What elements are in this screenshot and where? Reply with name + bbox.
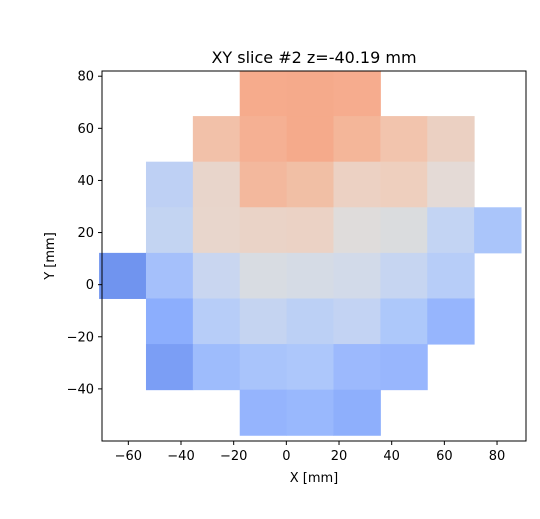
heatmap-cell <box>333 116 381 163</box>
heatmap-cell <box>239 298 288 345</box>
heatmap-cell <box>286 344 334 391</box>
x-tick-label: 60 <box>436 449 453 464</box>
heatmap-cell <box>145 298 194 345</box>
heatmap-cell <box>192 252 241 299</box>
x-tick-label: −60 <box>115 449 142 464</box>
heatmap-cell <box>286 70 334 117</box>
heatmap-cell <box>239 116 288 163</box>
x-tick-label: −40 <box>167 449 194 464</box>
heatmap-cell <box>380 116 428 163</box>
y-tick-label: 80 <box>77 70 94 85</box>
heatmap-cell <box>333 252 381 299</box>
heatmap-cell <box>286 389 334 436</box>
heatmap-cell <box>427 116 475 163</box>
heatmap-cell <box>380 298 428 345</box>
heatmap-cell <box>333 298 381 345</box>
heatmap-cell <box>239 161 288 208</box>
heatmap-cell <box>333 389 381 436</box>
heatmap-cell <box>99 252 147 299</box>
heatmap-cells <box>99 70 522 436</box>
heatmap-cell <box>380 344 428 391</box>
y-axis-label: Y [mm] <box>43 232 58 281</box>
plot-frame <box>101 70 527 442</box>
heatmap-cell <box>333 161 381 208</box>
heatmap-cell <box>239 70 288 117</box>
heatmap-cell <box>192 116 241 163</box>
heatmap-cell <box>380 252 428 299</box>
x-tick-label: 40 <box>383 449 400 464</box>
x-tick-label: −20 <box>220 449 247 464</box>
heatmap-cell <box>286 252 334 299</box>
y-tick-label: 40 <box>77 174 94 189</box>
heatmap-cell <box>192 161 241 208</box>
heatmap-cell <box>286 116 334 163</box>
y-tick-label: 20 <box>77 226 94 241</box>
heatmap-cell <box>192 344 241 391</box>
y-tick-label: −40 <box>67 382 94 397</box>
heatmap-cell <box>427 161 475 208</box>
y-tick-label: 60 <box>77 122 94 137</box>
heatmap-cell <box>333 207 381 254</box>
x-tick-label: 0 <box>282 449 290 464</box>
heatmap-cell <box>474 207 522 254</box>
heatmap-cell <box>239 344 288 391</box>
x-tick-label: 20 <box>331 449 348 464</box>
heatmap-cell <box>239 207 288 254</box>
heatmap-cell <box>286 298 334 345</box>
y-tick-label: −20 <box>67 330 94 345</box>
x-axis-ticks: −60 −40 −20 0 20 40 60 80 <box>115 441 506 464</box>
heatmap-cell <box>380 207 428 254</box>
heatmap-cell <box>192 207 241 254</box>
heatmap-cell <box>380 161 428 208</box>
heatmap-cell <box>333 70 381 117</box>
heatmap-cell <box>427 252 475 299</box>
heatmap-cell <box>145 344 194 391</box>
x-tick-label: 80 <box>489 449 506 464</box>
heatmap-cell <box>192 298 241 345</box>
heatmap-cell <box>145 207 194 254</box>
heatmap-cell <box>145 161 194 208</box>
heatmap-cell <box>239 389 288 436</box>
y-axis-ticks: −40 −20 0 20 40 60 80 <box>67 70 102 397</box>
heatmap-cell <box>286 161 334 208</box>
heatmap-cell <box>286 207 334 254</box>
chart-title: XY slice #2 z=-40.19 mm <box>211 48 416 67</box>
y-tick-label: 0 <box>86 278 94 293</box>
heatmap-cell <box>145 252 194 299</box>
heatmap-cell <box>333 344 381 391</box>
heatmap-cell <box>427 207 475 254</box>
x-axis-label: X [mm] <box>290 471 339 486</box>
heatmap-cell <box>427 298 475 345</box>
heatmap-cell <box>239 252 288 299</box>
